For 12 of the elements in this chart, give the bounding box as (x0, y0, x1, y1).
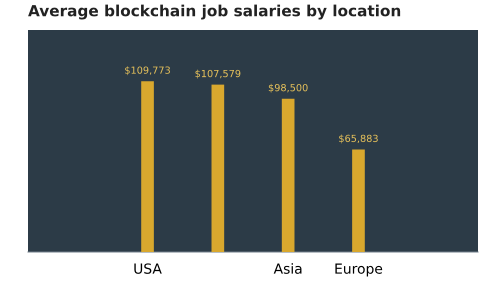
bar (212, 84, 224, 252)
bar (141, 81, 154, 252)
data-label: $107,579 (195, 70, 240, 78)
data-label: $109,773 (125, 66, 170, 76)
bar (282, 98, 294, 252)
x-tick-label: USA (134, 263, 162, 274)
bar (352, 150, 365, 252)
x-tick-label: Asia (274, 263, 302, 274)
x-tick-label: Europe (335, 264, 382, 277)
data-label: $98,500 (268, 84, 308, 93)
chart-title: Average blockchain job salaries by location (28, 4, 400, 20)
data-label: $65,883 (339, 134, 378, 144)
